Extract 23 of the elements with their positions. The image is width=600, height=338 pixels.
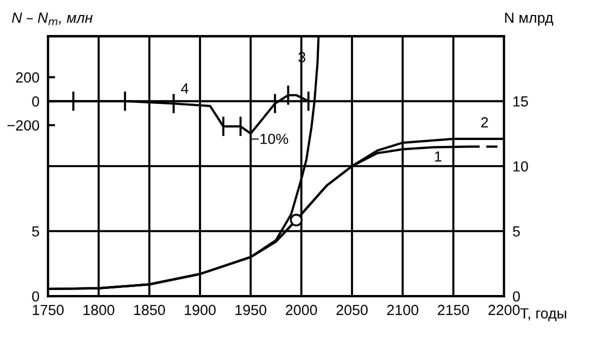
series-label: 4 xyxy=(181,83,188,94)
series-label: 2 xyxy=(481,117,488,128)
x-tick-label: 2200 xyxy=(488,304,520,316)
y3-tick-label: −200 xyxy=(8,120,40,131)
x-axis-title: T, годы xyxy=(520,308,566,322)
x-tick-label: 1850 xyxy=(134,304,165,316)
y2-tick-label: 0 xyxy=(512,291,520,302)
y2-tick-label: 5 xyxy=(512,226,520,237)
x-tick-label: 2100 xyxy=(387,304,418,316)
x-tick-label: 2000 xyxy=(286,304,317,316)
x-tick-label: 2150 xyxy=(438,304,469,316)
x-tick-label: 1800 xyxy=(84,304,114,316)
x-tick-label: 1750 xyxy=(32,304,64,316)
y2-tick-label: 10 xyxy=(513,161,528,172)
y-axis-title: N – N$_{m}$, млн xyxy=(12,12,93,26)
series-label: 1 xyxy=(435,151,442,162)
x-tick-label: 2050 xyxy=(336,304,368,316)
annotation: −10% xyxy=(252,134,288,144)
y2-tick-label: 15 xyxy=(513,96,528,107)
y2-axis-title: N млрд xyxy=(505,12,554,26)
x-tick-label: 1900 xyxy=(184,304,216,316)
x-tick-label: 1950 xyxy=(236,304,266,316)
y3-tick-label: 200 xyxy=(16,72,40,83)
